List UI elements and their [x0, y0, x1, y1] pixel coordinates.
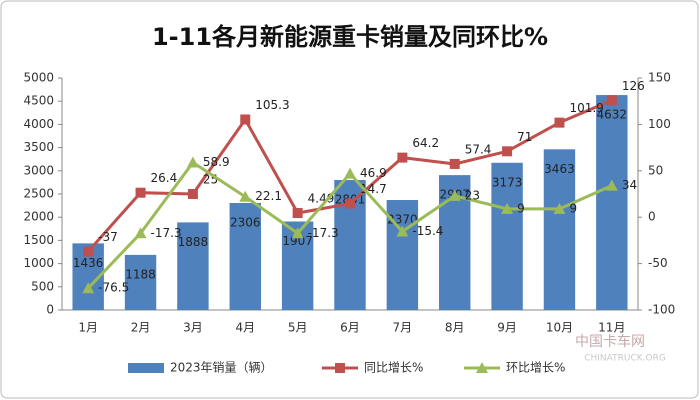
x-tick-label: 6月 — [340, 321, 360, 335]
marker — [239, 190, 252, 202]
bar — [491, 162, 523, 310]
marker — [449, 158, 460, 169]
point-label: -76.5 — [98, 281, 129, 295]
legend-label: 环比增长% — [506, 361, 565, 375]
watermark: 中国卡车网 — [575, 333, 645, 350]
point-label: 105.3 — [255, 98, 289, 112]
y2-tick-label: -50 — [648, 256, 668, 270]
marker — [501, 202, 514, 214]
marker — [134, 227, 147, 239]
point-label: -15.4 — [412, 224, 443, 238]
marker — [344, 167, 356, 179]
marker — [345, 198, 355, 209]
marker — [396, 225, 409, 237]
legend-marker — [476, 362, 488, 373]
marker — [240, 114, 251, 125]
marker — [292, 208, 303, 219]
y-tick-label: 1500 — [23, 233, 54, 247]
point-label: 57.4 — [465, 142, 492, 156]
bar — [124, 254, 157, 310]
marker — [82, 282, 95, 294]
y-tick-label: 2000 — [23, 210, 54, 224]
bar-label: 1888 — [178, 235, 209, 249]
bar — [543, 149, 576, 310]
legend-swatch — [128, 363, 164, 373]
point-label: -37 — [98, 230, 118, 244]
y-tick-label: 5000 — [23, 71, 54, 85]
x-tick-label: 8月 — [445, 321, 465, 335]
point-label: 22.1 — [255, 189, 282, 203]
bar-label: 1907 — [282, 234, 313, 248]
x-tick-label: 2月 — [131, 321, 151, 335]
point-label: 4.49 — [308, 192, 335, 206]
marker — [397, 152, 408, 163]
y2-tick-label: 100 — [648, 117, 671, 131]
point-label: 34 — [622, 178, 637, 192]
point-label: 71 — [517, 130, 532, 144]
bar-label: 1436 — [73, 256, 104, 270]
bar-label: 1188 — [125, 267, 156, 281]
point-label: -17.3 — [308, 226, 339, 240]
marker — [553, 202, 566, 214]
point-label: 9 — [569, 201, 577, 215]
y2-tick-label: -100 — [648, 303, 675, 317]
marker — [186, 156, 199, 168]
legend-label: 同比增长% — [364, 361, 423, 375]
y-tick-label: 4500 — [23, 94, 54, 108]
bar — [177, 222, 209, 310]
marker — [448, 189, 461, 201]
point-label: 126 — [622, 79, 645, 93]
x-tick-label: 11月 — [598, 321, 625, 335]
marker — [135, 187, 146, 198]
watermark: CHINATRUCK.ORG — [584, 354, 666, 364]
point-label: -17.3 — [151, 226, 182, 240]
marker — [187, 189, 198, 199]
marker — [502, 146, 513, 157]
marker — [605, 179, 618, 191]
y2-tick-label: 50 — [648, 163, 663, 177]
legend-label: 2023年销量（辆） — [170, 361, 273, 375]
bar-label: 4632 — [597, 108, 628, 122]
bar-label: 3173 — [492, 175, 523, 189]
bar — [229, 203, 261, 310]
marker — [291, 227, 304, 239]
x-tick-label: 10月 — [546, 321, 573, 335]
marker — [554, 117, 565, 128]
y-tick-label: 3500 — [23, 140, 54, 154]
point-label: 101.9 — [569, 101, 603, 115]
legend-marker — [335, 363, 345, 373]
bar-label: 3463 — [544, 162, 575, 176]
x-tick-label: 4月 — [235, 321, 255, 335]
marker — [606, 95, 617, 106]
y-tick-label: 1000 — [23, 256, 54, 270]
x-tick-label: 9月 — [497, 321, 517, 335]
y2-tick-label: 150 — [648, 71, 671, 85]
bar — [596, 95, 628, 311]
point-label: 46.9 — [360, 166, 387, 180]
y-tick-label: 4000 — [23, 117, 54, 131]
x-tick-label: 7月 — [393, 321, 413, 335]
y-tick-label: 3000 — [23, 163, 54, 177]
x-tick-label: 3月 — [183, 321, 203, 335]
y-tick-label: 0 — [46, 303, 54, 317]
point-label: 23 — [465, 188, 480, 202]
point-label: 26.4 — [151, 171, 178, 185]
point-label: 9 — [517, 201, 525, 215]
y-tick-label: 2500 — [23, 187, 54, 201]
y-tick-label: 500 — [31, 279, 54, 293]
point-label: 58.9 — [203, 155, 230, 169]
bar-label: 2306 — [230, 216, 261, 230]
x-tick-label: 5月 — [288, 321, 308, 335]
y2-tick-label: 0 — [648, 210, 656, 224]
point-label: 64.2 — [412, 136, 439, 150]
x-tick-label: 1月 — [78, 321, 98, 335]
chart-title: 1-11各月新能源重卡销量及同环比% — [152, 23, 548, 51]
marker — [83, 246, 94, 257]
